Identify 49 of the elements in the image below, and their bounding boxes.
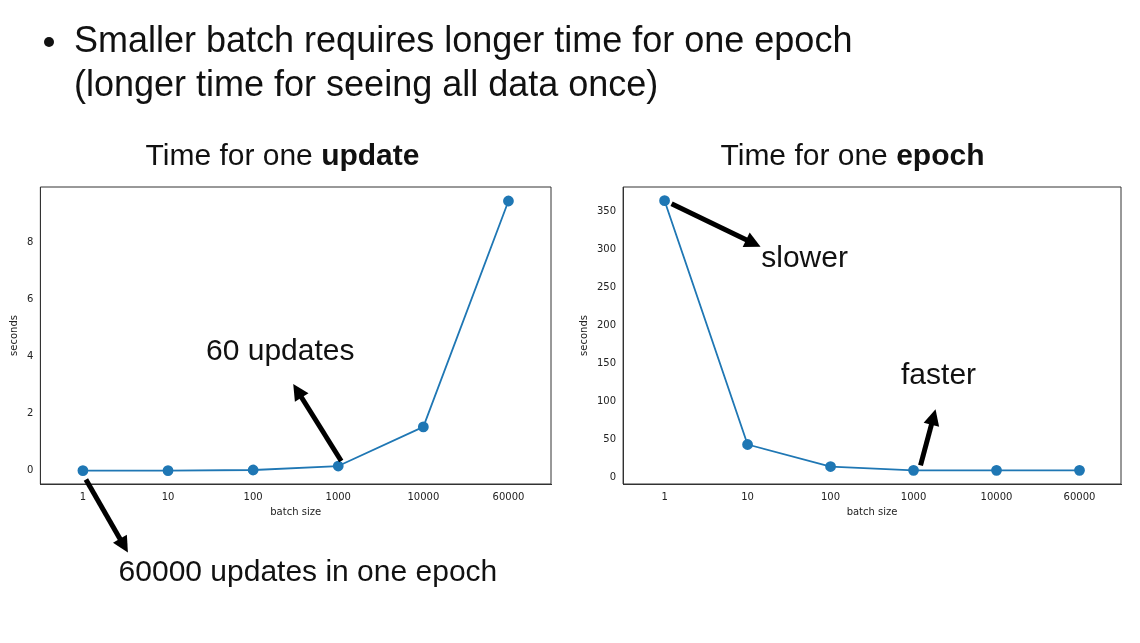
x-tick-label: 10000 bbox=[407, 490, 440, 502]
point bbox=[162, 465, 174, 476]
y-tick-label: 350 bbox=[596, 204, 617, 216]
x-axis-title: batch size bbox=[270, 505, 322, 517]
x-tick-label: 1 bbox=[661, 490, 668, 502]
y-tick-label: 0 bbox=[26, 464, 34, 476]
x-tick-label: 60000 bbox=[492, 490, 525, 502]
y-tick-label: 150 bbox=[596, 356, 617, 368]
y-tick-label: 4 bbox=[26, 350, 34, 362]
point bbox=[991, 464, 1002, 476]
point bbox=[659, 195, 670, 207]
y-tick-label: 8 bbox=[26, 235, 34, 247]
y-tick-label: 50 bbox=[603, 432, 617, 444]
x-tick-label: 10 bbox=[161, 490, 175, 502]
annotation: slower bbox=[761, 239, 848, 273]
annotation: 60 updates bbox=[206, 333, 355, 367]
y-tick-label: 2 bbox=[26, 407, 34, 419]
y-tick-label: 300 bbox=[596, 242, 617, 254]
x-tick-label: 1000 bbox=[325, 490, 351, 502]
text: Smaller batch requires longer time for one epoch bbox=[73, 18, 853, 62]
x-tick-label: 1 bbox=[79, 490, 87, 502]
x-tick-label: 10 bbox=[741, 490, 754, 502]
chart-title: Time for one epoch bbox=[719, 138, 986, 173]
y-tick-label: 0 bbox=[609, 470, 617, 482]
point bbox=[825, 461, 836, 472]
y-tick-label: 250 bbox=[596, 280, 617, 292]
x-tick-label: 10000 bbox=[980, 490, 1013, 502]
y-tick-label: 100 bbox=[596, 394, 617, 406]
y-tick-label: 6 bbox=[26, 293, 34, 304]
point bbox=[332, 460, 344, 472]
chart-title: Time for one update bbox=[144, 138, 421, 173]
x-tick-label: 1000 bbox=[900, 490, 927, 502]
annotation: 60000 updates in one epoch bbox=[118, 553, 498, 587]
y-axis-title: seconds bbox=[577, 315, 589, 356]
x-axis-title: batch size bbox=[846, 505, 898, 517]
point bbox=[77, 465, 89, 476]
x-tick-label: 60000 bbox=[1063, 490, 1096, 502]
point bbox=[417, 421, 429, 433]
point bbox=[1074, 464, 1085, 476]
x-tick-label: 100 bbox=[821, 490, 841, 502]
y-tick-label: 200 bbox=[596, 318, 617, 330]
point bbox=[503, 195, 514, 207]
annotation: faster bbox=[901, 356, 977, 390]
text: (longer time for seeing all data once) bbox=[73, 62, 660, 106]
x-tick-label: 100 bbox=[243, 490, 263, 502]
point bbox=[742, 439, 753, 450]
y-axis-title: seconds bbox=[7, 315, 19, 356]
point bbox=[908, 464, 919, 476]
point bbox=[247, 464, 259, 476]
